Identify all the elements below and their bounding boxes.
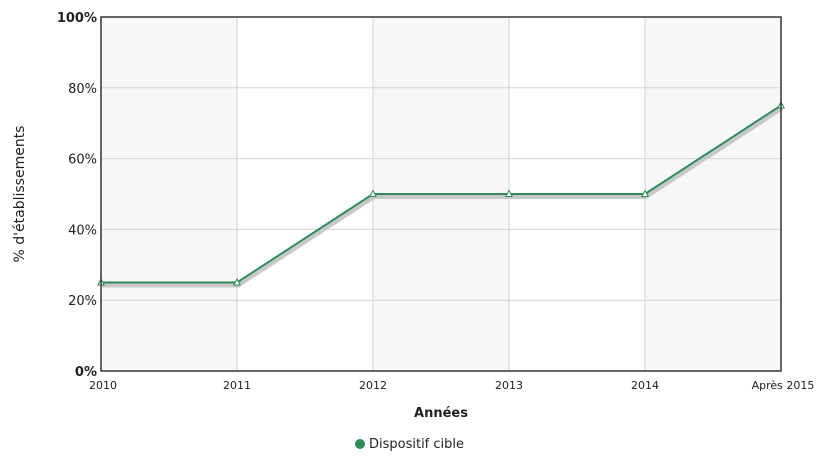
- y-tick-label: 20%: [68, 294, 97, 309]
- y-tick-label: 40%: [68, 223, 97, 238]
- data-point[interactable]: [640, 189, 650, 197]
- plot-frame: [100, 16, 782, 372]
- legend[interactable]: Dispositif cible: [0, 437, 819, 452]
- x-tick-labels: 2010 2011 2012 2013 2014 Après 2015: [89, 379, 814, 392]
- x-tick-label: 2013: [495, 379, 523, 392]
- x-tick-label: 2014: [631, 379, 659, 392]
- y-tick-label: 0%: [75, 365, 97, 380]
- x-axis-title: Années: [414, 406, 468, 421]
- legend-marker-icon: [354, 439, 365, 449]
- x-tick-label: 2012: [359, 379, 387, 392]
- y-tick-label: 80%: [68, 82, 97, 97]
- x-tick-label: 2010: [89, 379, 117, 392]
- x-tick-label: 2011: [223, 379, 251, 392]
- x-tick-label: Après 2015: [752, 379, 815, 392]
- series-layer: [96, 100, 786, 288]
- legend-label: Dispositif cible: [368, 437, 465, 452]
- plot-band: [645, 17, 781, 371]
- series-line-shadow: [102, 106, 784, 288]
- y-tick-label: 100%: [57, 11, 97, 26]
- y-tick-labels: 0% 20% 40% 60% 80% 100%: [57, 11, 97, 380]
- y-tick-label: 60%: [68, 153, 97, 168]
- data-point[interactable]: [368, 189, 378, 197]
- data-point[interactable]: [504, 189, 514, 197]
- plot-band: [101, 17, 237, 371]
- series-line: [101, 104, 782, 284]
- data-point[interactable]: [232, 277, 242, 286]
- y-axis-title: % d'établissements: [12, 126, 28, 263]
